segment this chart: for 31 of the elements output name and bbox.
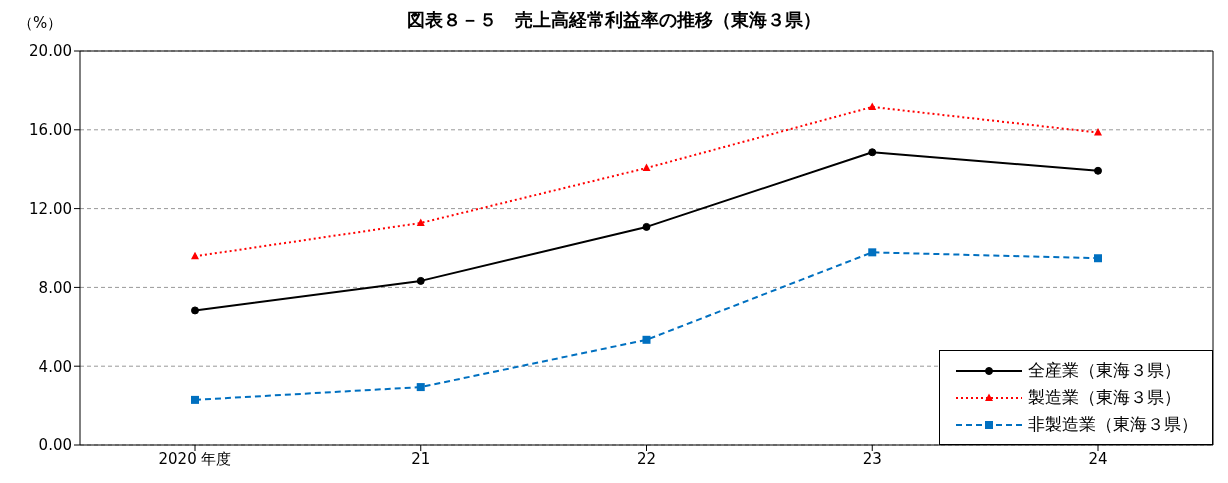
legend-label: 製造業（東海３県） (1028, 386, 1181, 409)
y-axis-title: （%） (18, 14, 63, 33)
x-tick-label: 21 (411, 449, 431, 468)
y-tick-label: 16.00 (29, 121, 72, 140)
y-tick-label: 12.00 (29, 199, 72, 218)
point (868, 102, 877, 110)
point (416, 383, 425, 392)
point (416, 276, 425, 285)
point (191, 251, 199, 260)
y-tick-label: 8.00 (38, 278, 72, 297)
point (642, 222, 651, 231)
point (642, 335, 651, 344)
point (868, 148, 877, 157)
point (1094, 166, 1102, 175)
chart-title: 図表８－５ 売上高経常利益率の推移（東海３県） (407, 9, 821, 30)
point (191, 395, 199, 404)
point (868, 248, 877, 257)
point (191, 306, 199, 315)
point (1094, 254, 1102, 263)
x-tick-label: 2020 年度 (158, 449, 232, 468)
legend-label: 全産業（東海３県） (1028, 359, 1181, 382)
point (1094, 128, 1102, 136)
x-tick-label: 22 (636, 449, 657, 468)
y-tick-label: 4.00 (38, 357, 72, 376)
point (416, 218, 425, 226)
legend-label: 非製造業（東海３県） (1028, 413, 1198, 436)
y-tick-label: 20.00 (29, 42, 72, 61)
y-tick-label: 0.00 (38, 436, 72, 455)
x-tick-label: 24 (1088, 449, 1108, 468)
point (642, 163, 651, 172)
x-tick-label: 23 (862, 449, 882, 468)
